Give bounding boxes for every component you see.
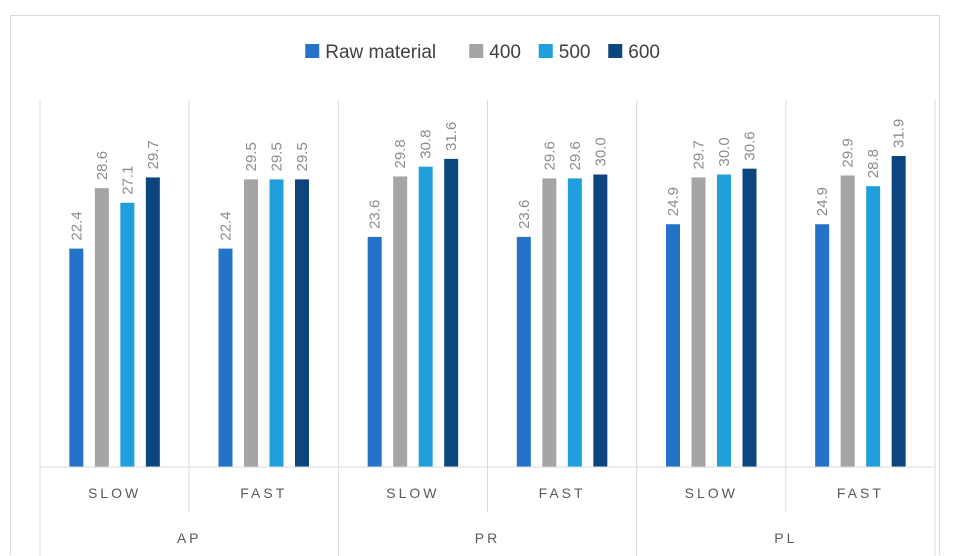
sub-category-label-3: FAST	[539, 485, 586, 501]
data-labels: 22.4 28.6 27.1 29.7 22.4 29.5 29.5 29.5 23.6 29.8…	[68, 119, 907, 241]
data-label-1-5: 29.9	[840, 138, 857, 167]
bars	[69, 155, 906, 468]
bar-1-3	[542, 178, 557, 467]
legend-label-3: 600	[628, 42, 660, 63]
bar-0-5	[815, 224, 830, 467]
bar-2-0	[120, 202, 135, 467]
bar-2-4	[717, 174, 731, 467]
data-label-2-0: 27.1	[119, 166, 136, 195]
legend-swatch-2	[538, 44, 553, 58]
bar-1-1	[244, 179, 258, 467]
bar-3-0	[145, 177, 160, 468]
data-label-3-2: 31.6	[443, 122, 460, 151]
legend-label-0: Raw material	[325, 42, 436, 63]
bar-0-2	[367, 236, 382, 467]
data-label-0-2: 23.6	[367, 200, 384, 229]
legend-swatch-3	[608, 44, 623, 58]
group-label-0: AP	[177, 530, 202, 546]
bar-2-5	[866, 186, 881, 467]
data-label-3-3: 30.0	[592, 137, 609, 166]
bar-2-1	[269, 179, 284, 467]
chart-frame	[10, 15, 940, 555]
legend-label-1: 400	[489, 42, 521, 63]
bar-0-0	[69, 248, 84, 467]
data-label-1-1: 29.5	[243, 142, 260, 171]
data-label-2-4: 30.0	[716, 137, 733, 166]
data-label-0-0: 22.4	[68, 211, 85, 240]
data-label-1-4: 29.7	[691, 140, 708, 169]
data-label-1-2: 29.8	[392, 139, 409, 168]
bar-3-5	[891, 155, 906, 467]
data-label-3-0: 29.7	[145, 140, 162, 169]
sub-category-label-5: FAST	[837, 485, 884, 501]
sub-category-label-1: FAST	[240, 485, 287, 501]
sub-category-label-0: SLOW	[88, 485, 141, 501]
data-label-2-5: 28.8	[865, 149, 882, 178]
bar-0-3	[516, 236, 531, 467]
data-label-3-5: 31.9	[891, 119, 908, 148]
bar-3-1	[295, 179, 309, 467]
bar-0-1	[218, 248, 233, 467]
data-label-2-3: 29.6	[567, 141, 584, 170]
bar-0-4	[666, 224, 680, 467]
bar-3-4	[742, 168, 757, 467]
data-label-2-1: 29.5	[269, 142, 286, 171]
legend: Raw material 400 500 600	[305, 42, 660, 63]
bar-2-3	[567, 178, 582, 467]
bar-1-2	[393, 176, 408, 467]
bar-2-2	[418, 166, 433, 467]
data-label-2-2: 30.8	[418, 129, 435, 158]
bar-1-5	[840, 175, 855, 467]
bar-3-2	[444, 158, 459, 467]
data-label-0-1: 22.4	[218, 211, 235, 240]
data-label-0-5: 24.9	[814, 187, 831, 216]
legend-label-2: 500	[559, 42, 591, 63]
data-label-0-4: 24.9	[665, 187, 682, 216]
legend-swatch-1	[469, 44, 484, 58]
legend-swatch-0	[305, 44, 320, 58]
category-separators	[39, 100, 936, 467]
data-label-3-4: 30.6	[742, 131, 759, 160]
data-label-0-3: 23.6	[516, 200, 533, 229]
data-label-3-1: 29.5	[294, 142, 311, 171]
bar-1-0	[94, 188, 109, 467]
group-label-1: PR	[475, 530, 500, 546]
bar-1-4	[691, 177, 706, 468]
sub-category-label-4: SLOW	[685, 485, 738, 501]
bar-3-3	[593, 174, 608, 467]
data-label-1-3: 29.6	[541, 141, 558, 170]
sub-category-label-2: SLOW	[386, 485, 439, 501]
data-label-1-0: 28.6	[94, 151, 111, 180]
x-axis: SLOW FAST AP SLOW FAST PR SLOW FAST PL	[39, 466, 936, 556]
group-label-2: PL	[774, 530, 797, 546]
